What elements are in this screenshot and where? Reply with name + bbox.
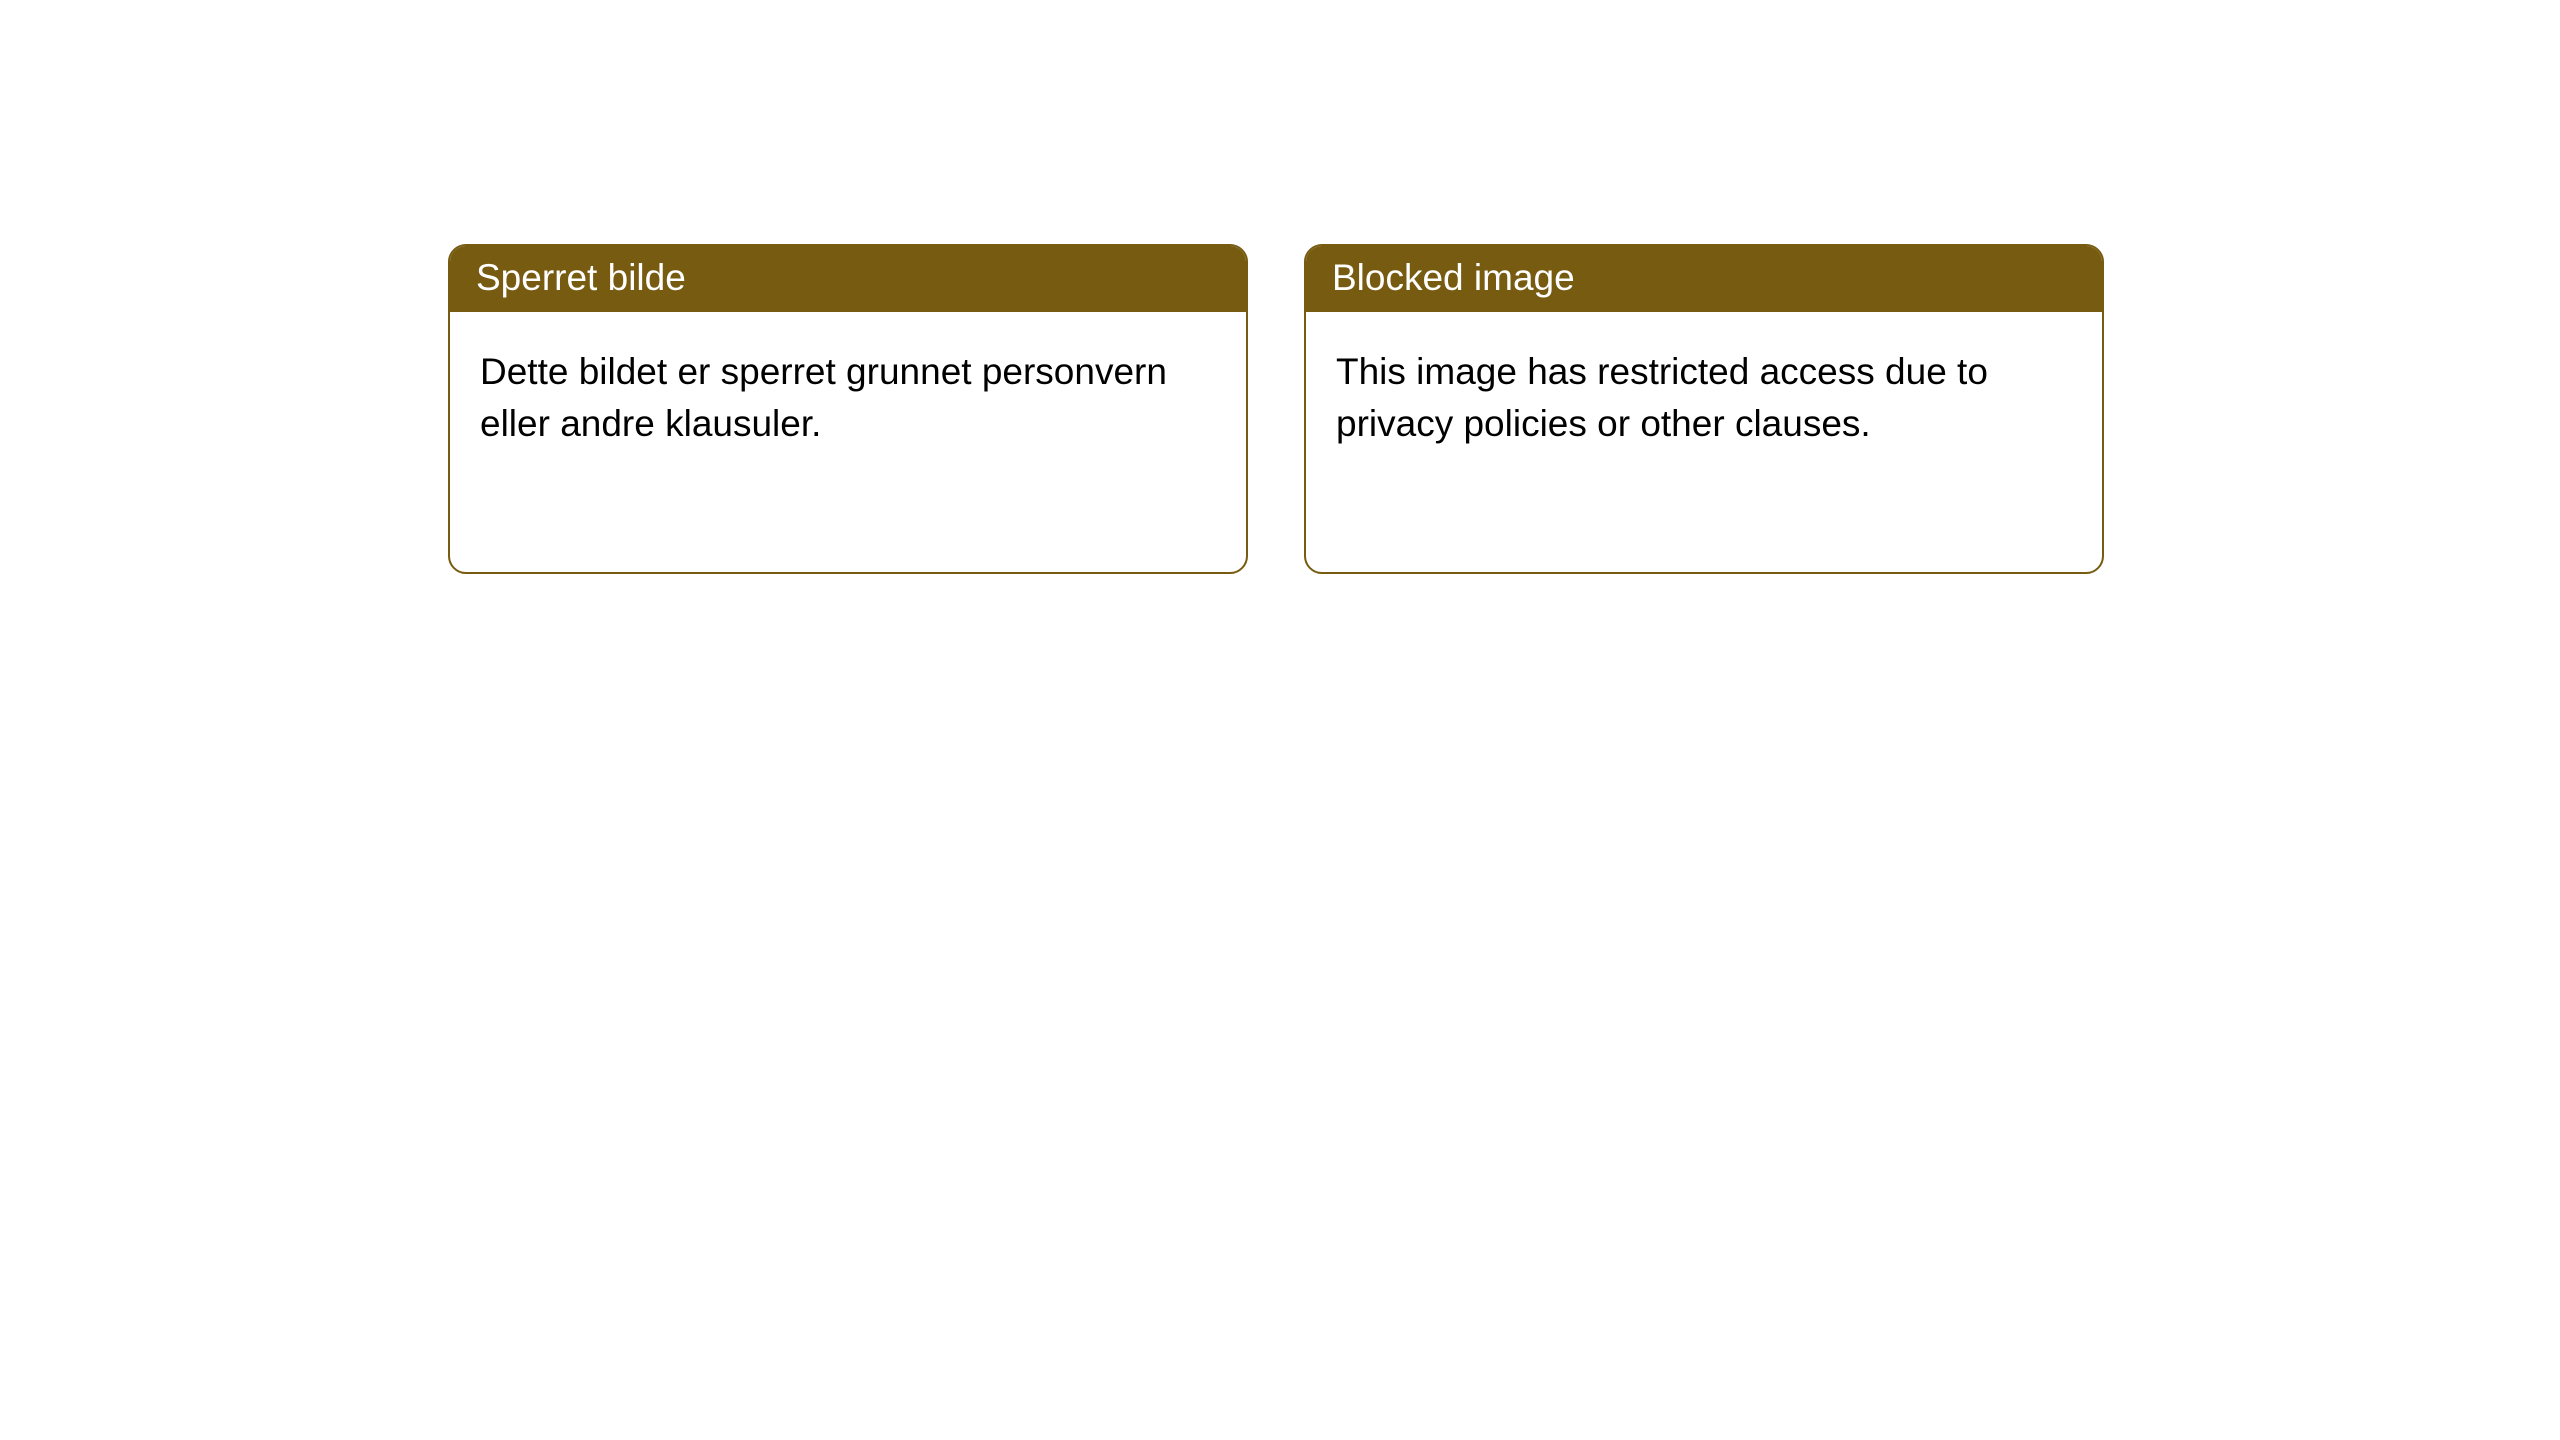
notice-header: Blocked image <box>1306 246 2102 312</box>
notice-box-norwegian: Sperret bilde Dette bildet er sperret gr… <box>448 244 1248 574</box>
notice-box-english: Blocked image This image has restricted … <box>1304 244 2104 574</box>
notice-header: Sperret bilde <box>450 246 1246 312</box>
notice-container: Sperret bilde Dette bildet er sperret gr… <box>0 0 2560 574</box>
notice-body: Dette bildet er sperret grunnet personve… <box>450 312 1246 572</box>
notice-body: This image has restricted access due to … <box>1306 312 2102 572</box>
